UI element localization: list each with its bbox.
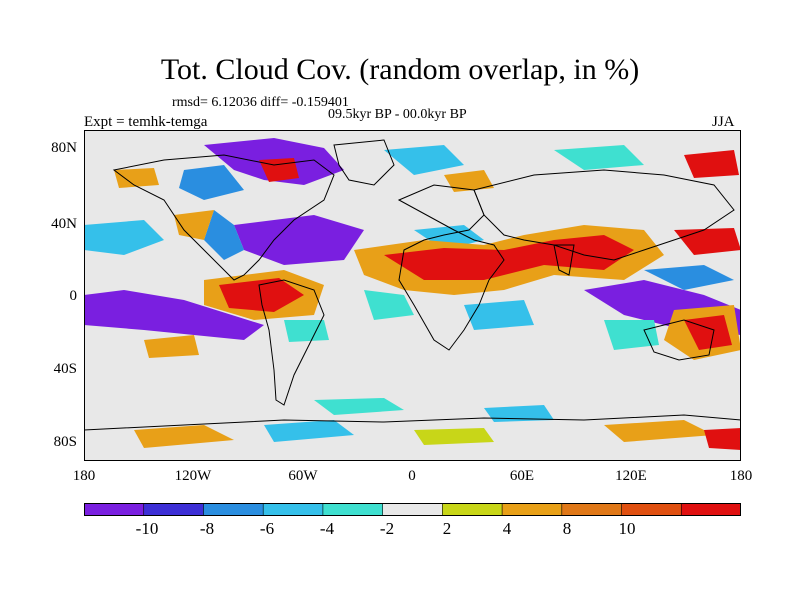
x-tick-label: 120E <box>615 468 647 484</box>
x-tick-label: 60E <box>509 468 535 484</box>
period-text: 09.5kyr BP - 00.0kyr BP <box>328 107 467 122</box>
legend-label: -2 <box>379 519 395 538</box>
legend-label: 10 <box>618 519 636 538</box>
x-tick-label: 120W <box>174 468 212 484</box>
experiment-label: Expt = temhk-temga <box>84 114 208 130</box>
legend-label: -6 <box>259 519 275 538</box>
x-tick-label: 60W <box>288 468 318 484</box>
legend-swatch <box>262 503 324 516</box>
legend-label: -4 <box>319 519 335 538</box>
legend-label: -10 <box>135 519 159 538</box>
x-tick-label: 180 <box>729 468 753 484</box>
legend-swatch <box>501 503 563 516</box>
cloud-cover-map <box>84 130 741 461</box>
y-tick-label: 40N <box>51 216 77 232</box>
x-tick-label: 180 <box>72 468 96 484</box>
map-title: Tot. Cloud Cov. (random overlap, in %) <box>160 53 640 86</box>
legend-label: 2 <box>442 519 452 538</box>
legend-colorbar <box>84 503 741 516</box>
x-tick-label: 0 <box>408 468 416 484</box>
legend-swatch <box>561 503 623 516</box>
legend-swatch <box>621 503 683 516</box>
coastlines <box>84 139 741 431</box>
y-tick-label: 80S <box>53 434 77 450</box>
legend-label: 4 <box>502 519 512 538</box>
y-tick-label: 40S <box>53 361 77 377</box>
season-label: JJA <box>712 114 735 130</box>
legend-swatch <box>442 503 503 516</box>
legend-swatch <box>84 503 145 516</box>
map-frame <box>84 130 741 461</box>
legend-swatch <box>143 503 205 516</box>
legend-swatch <box>322 503 384 516</box>
legend-label: 8 <box>562 519 572 538</box>
legend-swatch <box>203 503 264 516</box>
legend-swatch <box>680 503 741 516</box>
y-tick-label: 80N <box>51 140 77 156</box>
y-tick-label: 0 <box>69 288 78 304</box>
legend-label: -8 <box>199 519 215 538</box>
stats-text: rmsd= 6.12036 diff= -0.159401 <box>172 95 349 110</box>
legend-swatch <box>382 503 444 516</box>
anomaly-patches <box>84 138 741 450</box>
